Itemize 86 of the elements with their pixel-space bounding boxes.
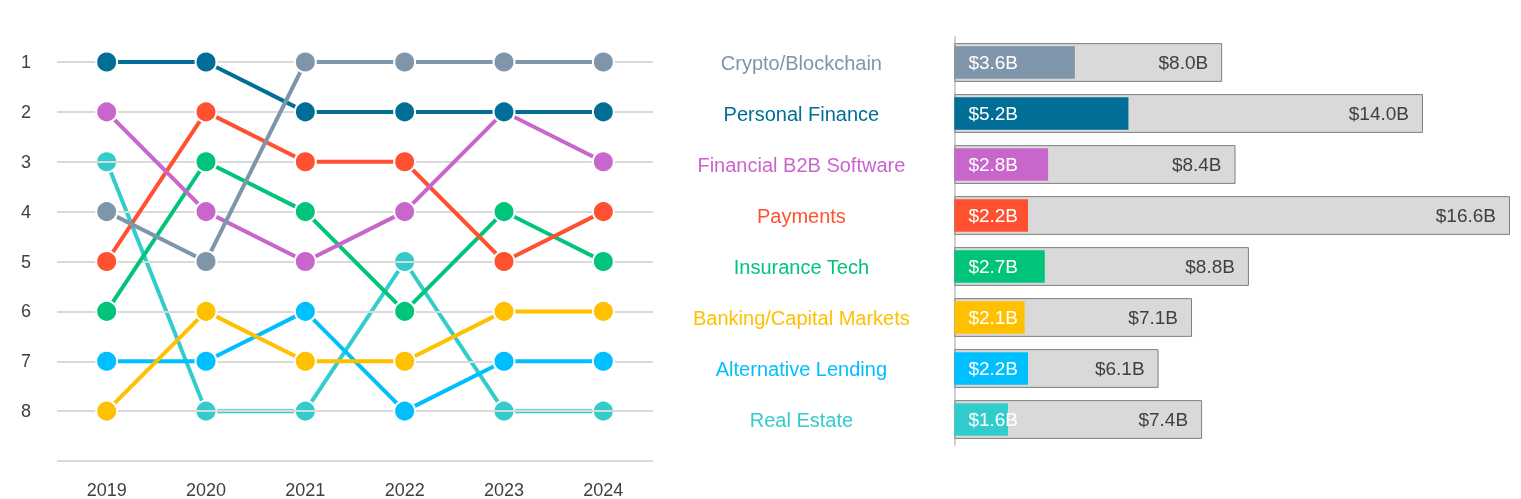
y-tick-label: Banking/Capital Markets (692, 306, 910, 329)
point (194, 250, 218, 273)
data-label: $6.1B (1094, 358, 1145, 379)
bar (954, 46, 1075, 79)
data-label: $5.2B (968, 103, 1019, 124)
y-tick-label: 4 (20, 201, 31, 222)
x-tick-label: 2023 (483, 480, 525, 499)
point (194, 399, 218, 423)
y-tick-label: 3 (20, 151, 31, 172)
point (492, 200, 516, 224)
point (492, 349, 516, 373)
y-tick-label: 8 (20, 401, 31, 422)
y-tick-label: 5 (20, 251, 31, 272)
x-tick-label: 2024 (583, 480, 624, 499)
point (95, 50, 119, 74)
point (95, 100, 119, 124)
y-tick-label: Real Estate (749, 408, 854, 431)
point (293, 299, 317, 323)
data-label: $2.2B (968, 205, 1019, 226)
point (591, 399, 615, 423)
y-tick-label: Crypto/Blockchain (720, 51, 882, 74)
point (393, 250, 417, 273)
y-tick-label: Insurance Tech (733, 255, 870, 278)
point (591, 299, 615, 323)
point (95, 349, 119, 373)
point (95, 200, 119, 224)
data-label: $2.2B (968, 358, 1019, 379)
point (591, 150, 615, 174)
y-tick-label: Financial B2B Software (697, 153, 906, 176)
data-label: $2.8B (968, 154, 1019, 175)
point (393, 349, 417, 373)
point (393, 100, 417, 124)
x-tick-label: 2019 (86, 480, 127, 499)
point (194, 150, 218, 174)
point (293, 250, 317, 273)
point (194, 100, 218, 124)
x-tick-label: 2021 (285, 480, 326, 499)
point (492, 399, 516, 423)
point (293, 100, 317, 124)
point (492, 250, 516, 273)
point (591, 100, 615, 124)
data-label: $8.4B (1171, 154, 1222, 175)
x-tick-label: 2022 (384, 480, 425, 499)
point (293, 150, 317, 174)
y-tick-label: 6 (20, 301, 31, 322)
point (591, 250, 615, 273)
bar (954, 250, 1045, 283)
y-tick-label: Personal Finance (723, 102, 880, 125)
point (194, 349, 218, 373)
data-label: $8.0B (1158, 52, 1209, 73)
point (293, 200, 317, 224)
point (393, 150, 417, 174)
data-label: $16.6B (1435, 205, 1496, 226)
y-tick-label: 1 (20, 52, 31, 72)
point (591, 50, 615, 74)
x-tick-label: 2020 (185, 480, 227, 499)
point (95, 250, 119, 273)
point (393, 200, 417, 224)
data-label: $2.1B (968, 307, 1019, 328)
point (293, 349, 317, 373)
point (194, 50, 218, 74)
data-label: $7.4B (1138, 409, 1189, 430)
point (591, 349, 615, 373)
y-tick-label: Payments (756, 204, 846, 227)
point (492, 50, 516, 74)
point (194, 299, 218, 323)
point (95, 150, 119, 174)
point (591, 200, 615, 224)
data-label: $8.8B (1185, 256, 1235, 277)
point (194, 200, 218, 224)
point (492, 299, 516, 323)
point (95, 299, 119, 323)
data-label: $2.7B (968, 256, 1019, 277)
data-label: $14.0B (1348, 103, 1409, 124)
y-tick-label: 7 (20, 351, 31, 372)
point (293, 399, 317, 423)
bar (954, 97, 1129, 130)
point (393, 50, 417, 74)
y-tick-label: 2 (20, 101, 31, 122)
point (393, 299, 417, 323)
y-tick-label: Alternative Lending (715, 357, 887, 380)
data-label: $3.6B (968, 52, 1019, 73)
point (293, 50, 317, 74)
point (95, 399, 119, 423)
point (393, 399, 417, 423)
data-label: $7.1B (1128, 307, 1179, 328)
